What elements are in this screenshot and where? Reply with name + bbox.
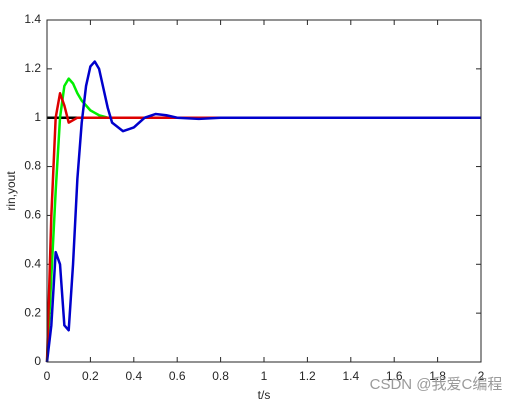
- x-tick-label: 0.4: [125, 369, 142, 383]
- x-tick-label: 0.6: [169, 369, 186, 383]
- y-axis-label: rin,yout: [4, 171, 18, 211]
- y-tick-label: 0.4: [24, 256, 41, 270]
- x-tick-label: 1.6: [386, 369, 403, 383]
- series-line: [45, 60, 481, 363]
- y-tick-label: 0.6: [24, 208, 41, 222]
- x-axis-label: t/s: [258, 388, 271, 402]
- y-tick-label: 0.2: [24, 305, 41, 319]
- x-tick-label: 0.8: [212, 369, 229, 383]
- y-tick-label: 1.2: [24, 61, 41, 75]
- x-tick-label: 2: [478, 369, 485, 383]
- x-tick-label: 1.4: [342, 369, 359, 383]
- x-tick-label: 0.2: [82, 369, 99, 383]
- watermark: CSDN @我爱C编程: [370, 376, 503, 393]
- x-tick-label: 1: [261, 369, 268, 383]
- x-tick-label: 1.8: [429, 369, 446, 383]
- y-tick-label: 1: [34, 110, 41, 124]
- y-tick-label: 1.4: [24, 12, 41, 26]
- plot-frame: [46, 19, 482, 363]
- x-tick-label: 1.2: [299, 369, 316, 383]
- y-tick-label: 0.8: [24, 159, 41, 173]
- y-tick-label: 0: [34, 354, 41, 368]
- x-tick-label: 0: [44, 369, 51, 383]
